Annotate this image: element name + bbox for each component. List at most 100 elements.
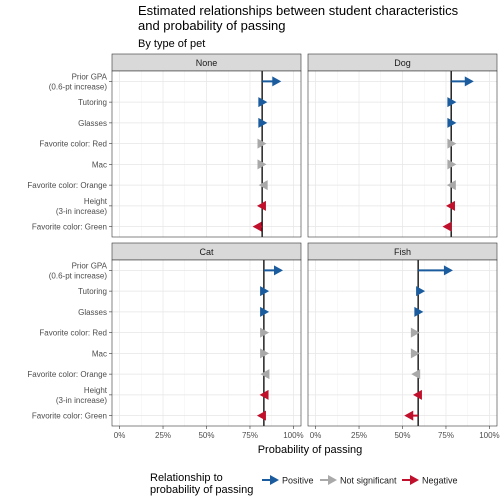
arrow-ns [447,138,457,149]
arrow-ns [260,369,270,380]
arrow-positive [418,265,453,276]
arrow-positive [263,265,284,276]
y-tick-label: Favorite color: Red [39,140,107,149]
arrow-head [258,97,268,108]
arrow-head [260,348,270,359]
arrow-ns [260,327,270,338]
arrow-head [257,159,267,170]
arrow-head [260,327,270,338]
y-tick-label: Favorite color: Green [32,223,107,232]
arrow-negative [404,410,419,421]
arrow-head [447,117,457,128]
y-tick-label: Mac [92,349,107,358]
x-tick-label: 25% [155,431,171,440]
arrow-head [414,306,424,317]
x-tick-label: 100% [479,431,499,440]
arrow-head [257,138,267,149]
arrow-negative [259,389,269,400]
arrow-head [252,221,262,232]
arrow-positive [262,76,282,87]
arrow-head [464,76,474,87]
arrow-positive [260,306,270,317]
legend-key-arrow-icon [270,475,279,485]
arrow-ns [257,138,267,149]
arrow-head [404,410,414,421]
arrow-positive [451,76,474,87]
arrow-head [443,265,453,276]
arrow-ns [410,348,420,359]
x-axis-label: Probability of passing [258,444,363,456]
arrow-head [447,97,457,108]
legend-key-arrow-icon [410,475,419,485]
arrow-positive [447,117,457,128]
arrow-head [256,410,266,421]
arrow-ns [258,180,268,191]
facet-strip-label: Fish [394,247,411,257]
x-tick-label: 0% [310,431,322,440]
y-tick-label: Favorite color: Orange [27,181,107,190]
y-tick-label: Tutoring [78,98,107,107]
arrow-negative [412,389,422,400]
legend-title-line-2: probability of passing [150,484,253,496]
x-tick-label: 0% [114,431,126,440]
arrow-head [256,200,266,211]
legend-item-negative: Negative [402,475,458,486]
arrow-negative [256,410,266,421]
arrow-positive [258,117,268,128]
x-tick-label: 50% [394,431,410,440]
panel-border [307,70,498,238]
facet-strip-label: Cat [199,247,214,257]
chart-title-line-2: and probability of passing [138,18,285,33]
x-tick-label: 50% [198,431,214,440]
arrow-head [272,76,282,87]
facet-panels: None Dog Cat Fish [111,53,498,427]
y-tick-label: Glasses [78,308,107,317]
x-tick-label: 75% [242,431,258,440]
y-tick-label: Favorite color: Green [32,412,107,421]
arrow-head [411,369,421,380]
arrow-head [412,389,422,400]
chart-title-line-1: Estimated relationships between student … [138,3,459,18]
x-tick-label: 100% [283,431,303,440]
legend-item-label: Not significant [340,476,397,486]
y-tick-label: Favorite color: Orange [27,370,107,379]
facet-panel-cat: Cat [111,242,302,427]
arrow-head [274,265,284,276]
arrow-head [259,389,269,400]
arrow-ns [446,180,456,191]
y-tick-label: Prior GPA [72,261,108,270]
arrow-positive [447,97,457,108]
arrow-negative [256,200,266,211]
x-tick-label: 75% [438,431,454,440]
arrow-head [410,327,420,338]
arrow-positive [258,97,268,108]
arrow-positive [414,306,424,317]
arrow-head [260,369,270,380]
legend-item-ns: Not significant [320,475,397,486]
legend-key-arrow-icon [328,475,337,485]
y-tick-label: Height [84,386,108,395]
arrow-head [442,221,452,232]
arrow-head [447,159,457,170]
y-tick-label: (3-in increase) [56,207,107,216]
arrow-negative [442,221,452,232]
x-tick-label: 25% [351,431,367,440]
arrow-ns [257,159,267,170]
legend-item-label: Negative [422,476,458,486]
y-tick-label: (3-in increase) [56,396,107,405]
chart-subtitle: By type of pet [138,38,205,50]
y-tick-label: Prior GPA [72,72,108,81]
facet-strip-label: None [196,58,218,68]
arrow-ns [260,348,270,359]
y-axis-labels: Prior GPA(0.6-pt increase)TutoringGlasse… [27,72,112,421]
arrow-head [258,117,268,128]
y-tick-label: Height [84,197,108,206]
arrow-head [445,200,455,211]
arrow-negative [252,221,263,232]
arrow-ns [411,369,421,380]
y-tick-label: Favorite color: Red [39,329,107,338]
arrow-ns [447,159,457,170]
arrow-head [260,286,270,297]
y-tick-label: Glasses [78,119,107,128]
y-tick-label: (0.6-pt increase) [49,271,108,280]
